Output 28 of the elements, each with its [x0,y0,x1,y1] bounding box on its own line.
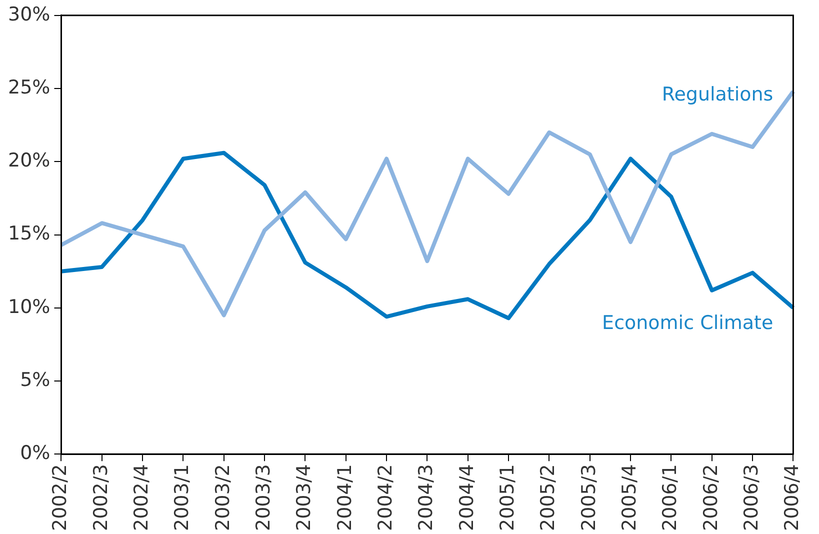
series-label: Regulations [662,83,774,106]
y-tick-label: 5% [20,368,50,391]
x-tick-label: 2004/2 [374,464,396,531]
x-tick-label: 2004/4 [456,464,478,531]
x-tick-label: 2005/3 [578,464,600,531]
x-tick-label: 2005/4 [618,464,640,531]
x-tick-label: 2005/1 [496,464,518,531]
y-tick-label: 0% [20,442,50,464]
y-tick-label: 20% [8,150,50,172]
x-tick-label: 2004/1 [334,464,356,531]
x-tick-label: 2002/4 [130,464,152,531]
x-tick-label: 2006/2 [700,464,722,531]
x-tick-label: 2006/1 [659,464,682,531]
x-tick-label: 2002/3 [90,464,112,531]
y-tick-label: 10% [8,296,50,318]
x-tick-label: 2006/4 [781,464,804,531]
x-tick-label: 2005/2 [537,464,560,531]
x-tick-label: 2006/3 [740,464,762,531]
y-tick-label: 25% [8,76,50,98]
x-tick-label: 2003/4 [293,464,316,531]
x-tick-label: 2002/2 [49,464,72,531]
x-tick-label: 2003/2 [212,464,234,531]
x-tick-label: 2003/3 [252,464,274,531]
y-tick-label: 15% [8,222,50,245]
y-tick-label: 30% [8,3,50,26]
series-label: Economic Climate [602,312,774,334]
x-tick-label: 2004/3 [415,464,438,531]
x-tick-label: 2003/1 [171,464,194,531]
